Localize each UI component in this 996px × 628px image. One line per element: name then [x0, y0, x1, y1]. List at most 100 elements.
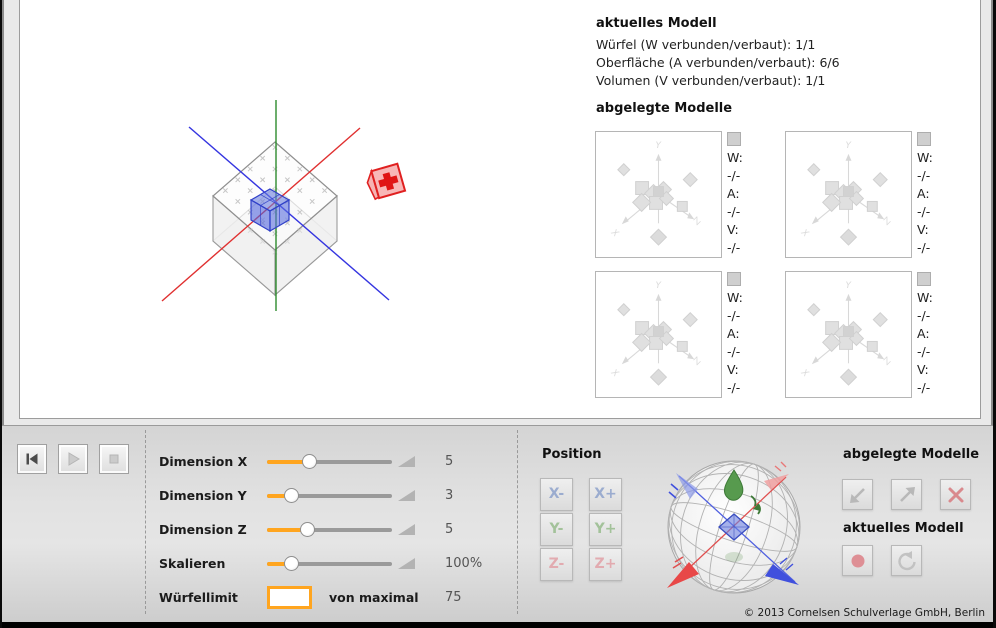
model-canvas[interactable]: aktuelles Modell Würfel (W verbunden/ver… — [19, 0, 981, 419]
y-rotation-axis-icon[interactable] — [723, 469, 761, 515]
slider-max-ramp-icon — [398, 490, 415, 501]
delete-model-button[interactable] — [940, 479, 971, 510]
rotation-trackball[interactable] — [659, 452, 809, 602]
record-dot-icon — [851, 554, 864, 567]
slot-w-label: W: — [727, 150, 743, 165]
cube-limit-input[interactable] — [267, 586, 312, 609]
slot-select-swatch[interactable] — [727, 132, 741, 146]
record-model-button[interactable] — [842, 545, 873, 576]
saved-models-heading: abgelegte Modelle — [596, 101, 733, 116]
slot-w-label: W: — [727, 290, 743, 305]
scale-slider[interactable] — [267, 556, 392, 571]
model-viewport: aktuelles Modell Würfel (W verbunden/ver… — [2, 0, 993, 425]
slot-select-swatch[interactable] — [917, 132, 931, 146]
slider-fill — [267, 528, 309, 532]
reset-icon — [897, 550, 916, 570]
svg-text:X: X — [608, 227, 621, 240]
svg-text:Z: Z — [692, 215, 705, 228]
saved-model-preview[interactable]: X Y Z — [595, 271, 722, 398]
skip-to-start-icon — [26, 453, 38, 465]
stop-icon — [109, 454, 119, 464]
slot-a-value: -/- — [917, 204, 931, 219]
dimension-x-label: Dimension X — [159, 454, 248, 469]
svg-text:X: X — [608, 367, 621, 380]
stat-cubes: Würfel (W verbunden/verbaut): 1/1 — [596, 37, 816, 52]
cube-limit-label: Würfellimit — [159, 590, 238, 605]
slot-select-swatch[interactable] — [727, 272, 741, 286]
stop-button[interactable] — [99, 444, 129, 474]
saved-model-preview[interactable]: X Y Z — [785, 271, 912, 398]
load-model-button[interactable] — [891, 479, 922, 510]
3d-scene[interactable] — [20, 0, 975, 417]
control-bar: Dimension X 5 Dimension Y 3 Dimension Z — [2, 425, 993, 622]
origin-cube-icon — [718, 513, 750, 541]
position-x-minus-button[interactable]: X- — [540, 478, 573, 511]
add-cube-tool-icon[interactable] — [365, 162, 407, 201]
skip-to-start-button[interactable] — [17, 444, 47, 474]
stat-volume: Volumen (V verbunden/verbaut): 1/1 — [596, 73, 826, 88]
separator — [145, 430, 146, 614]
arrow-up-right-icon — [899, 486, 915, 502]
slot-v-value: -/- — [917, 380, 931, 395]
slot-v-label: V: — [917, 222, 929, 237]
scale-value: 100% — [445, 556, 483, 571]
slot-a-label: A: — [917, 326, 930, 341]
slider-fill — [267, 494, 292, 498]
slot-w-value: -/- — [727, 308, 741, 323]
dimension-x-value: 5 — [445, 454, 454, 469]
slot-w-value: -/- — [917, 168, 931, 183]
slider-thumb[interactable] — [284, 488, 299, 503]
play-icon — [68, 452, 80, 466]
arrow-down-left-icon — [849, 487, 865, 503]
dimension-y-value: 3 — [445, 488, 454, 503]
reset-model-button[interactable] — [891, 545, 922, 576]
slot-a-label: A: — [917, 186, 930, 201]
slot-v-value: -/- — [727, 240, 741, 255]
saved-model-slot[interactable]: X Y Z W: -/- A: — [595, 271, 785, 398]
saved-model-slot[interactable]: X Y Z W: -/- A: — [595, 131, 785, 258]
position-x-plus-button[interactable]: X+ — [589, 478, 622, 511]
separator — [517, 430, 518, 614]
saved-model-slot[interactable]: X Y Z W: -/- A: — [785, 131, 975, 258]
slot-select-swatch[interactable] — [917, 272, 931, 286]
dimension-z-slider[interactable] — [267, 522, 392, 537]
slider-fill — [267, 460, 310, 464]
store-model-button[interactable] — [842, 479, 873, 510]
svg-text:Y: Y — [656, 281, 663, 291]
saved-model-preview[interactable]: X Y Z — [595, 131, 722, 258]
saved-model-preview[interactable]: X Y Z — [785, 131, 912, 258]
position-y-plus-button[interactable]: Y+ — [589, 513, 622, 546]
svg-text:Z: Z — [692, 355, 705, 368]
play-button[interactable] — [58, 444, 88, 474]
svg-text:X: X — [798, 367, 811, 380]
svg-text:Y: Y — [656, 141, 663, 151]
slider-fill — [267, 562, 292, 566]
saved-model-preview-icon: X Y Z — [798, 141, 894, 246]
saved-model-preview-icon: X Y Z — [608, 281, 705, 386]
dimension-y-slider-row: Dimension Y 3 — [159, 485, 504, 507]
slider-max-ramp-icon — [398, 456, 415, 467]
saved-model-slot[interactable]: X Y Z W: -/- A: — [785, 271, 975, 398]
dimension-x-slider[interactable] — [267, 454, 392, 469]
saved-model-preview-icon: X Y Z — [608, 141, 705, 246]
slider-max-ramp-icon — [398, 558, 415, 569]
slot-w-label: W: — [917, 150, 933, 165]
current-model-heading: aktuelles Modell — [596, 16, 717, 31]
current-cube-icon[interactable] — [249, 188, 291, 233]
copyright-text: © 2013 Cornelsen Schulverlage GmbH, Berl… — [743, 607, 985, 619]
position-z-minus-button[interactable]: Z- — [540, 548, 573, 581]
position-z-plus-button[interactable]: Z+ — [589, 548, 622, 581]
delete-x-icon — [948, 487, 963, 502]
slot-a-value: -/- — [727, 344, 741, 359]
slider-thumb[interactable] — [301, 454, 317, 469]
dimension-y-slider[interactable] — [267, 488, 392, 503]
slider-thumb[interactable] — [284, 556, 299, 571]
cube-limit-row: Würfellimit von maximal 75 — [159, 586, 504, 612]
slider-thumb[interactable] — [300, 522, 316, 537]
slot-a-value: -/- — [917, 344, 931, 359]
cube-limit-max: 75 — [445, 590, 462, 605]
position-heading: Position — [542, 447, 602, 462]
position-y-minus-button[interactable]: Y- — [540, 513, 573, 546]
svg-text:Y: Y — [846, 141, 853, 151]
